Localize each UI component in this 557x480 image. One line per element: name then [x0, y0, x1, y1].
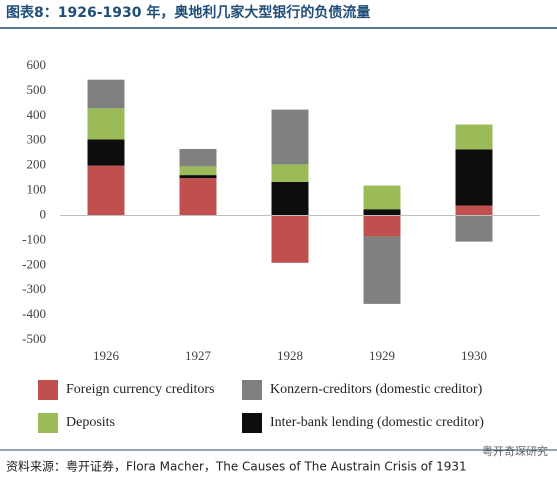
y-tick-label: 200 [27, 157, 47, 172]
y-tick-label: 500 [27, 82, 47, 97]
x-tick-label: 1928 [277, 348, 303, 363]
bar-segment [179, 175, 217, 179]
y-tick-label: -400 [22, 306, 46, 321]
legend-label: Inter-bank lending (domestic creditor) [270, 415, 484, 430]
y-tick-label: 400 [27, 107, 47, 122]
legend-label: Foreign currency creditors [66, 382, 215, 397]
y-tick-label: -200 [22, 256, 46, 271]
y-tick-label: -300 [22, 281, 46, 296]
bar-segment [87, 108, 125, 140]
bar-segment [87, 79, 125, 109]
y-tick-label: -500 [22, 331, 46, 346]
legend-swatch [242, 413, 262, 433]
bar-segment [455, 215, 493, 242]
bar-segment [455, 205, 493, 216]
x-tick-label: 1929 [369, 348, 395, 363]
bar-segment [363, 236, 401, 304]
bar-segment [179, 166, 217, 176]
y-tick-label: 300 [27, 132, 47, 147]
x-tick-label: 1930 [461, 348, 487, 363]
x-tick-label: 1926 [93, 348, 120, 363]
legend-swatch [242, 380, 262, 400]
y-tick-label: 600 [27, 57, 47, 72]
legend-swatch [38, 413, 58, 433]
bar-segment [87, 139, 125, 166]
bar-segment [363, 209, 401, 216]
watermark: 粤开奇琛研究 [482, 444, 548, 458]
bar-segment [271, 181, 309, 216]
legend-label: Konzern-creditors (domestic creditor) [270, 382, 483, 397]
legend-label: Deposits [66, 415, 115, 430]
bar-segment [363, 215, 401, 237]
bar-segment [271, 164, 309, 182]
bar-segment [455, 149, 493, 206]
bar-segment [87, 165, 125, 216]
y-tick-label: 100 [27, 182, 47, 197]
legend-swatch [38, 380, 58, 400]
source: 资料来源：粤开证券，Flora Macher，The Causes of The… [6, 459, 467, 474]
bar-segment [271, 109, 309, 165]
bar-segment [363, 185, 401, 210]
bar-segment [271, 215, 309, 263]
y-tick-label: 0 [40, 206, 47, 221]
y-tick-label: -100 [22, 231, 46, 246]
bar-segment [455, 124, 493, 150]
bar-segment [179, 178, 217, 216]
x-tick-label: 1927 [185, 348, 212, 363]
chart-title: 图表8：1926-1930 年，奥地利几家大型银行的负债流量 [6, 4, 370, 21]
bar-segment [179, 148, 217, 167]
